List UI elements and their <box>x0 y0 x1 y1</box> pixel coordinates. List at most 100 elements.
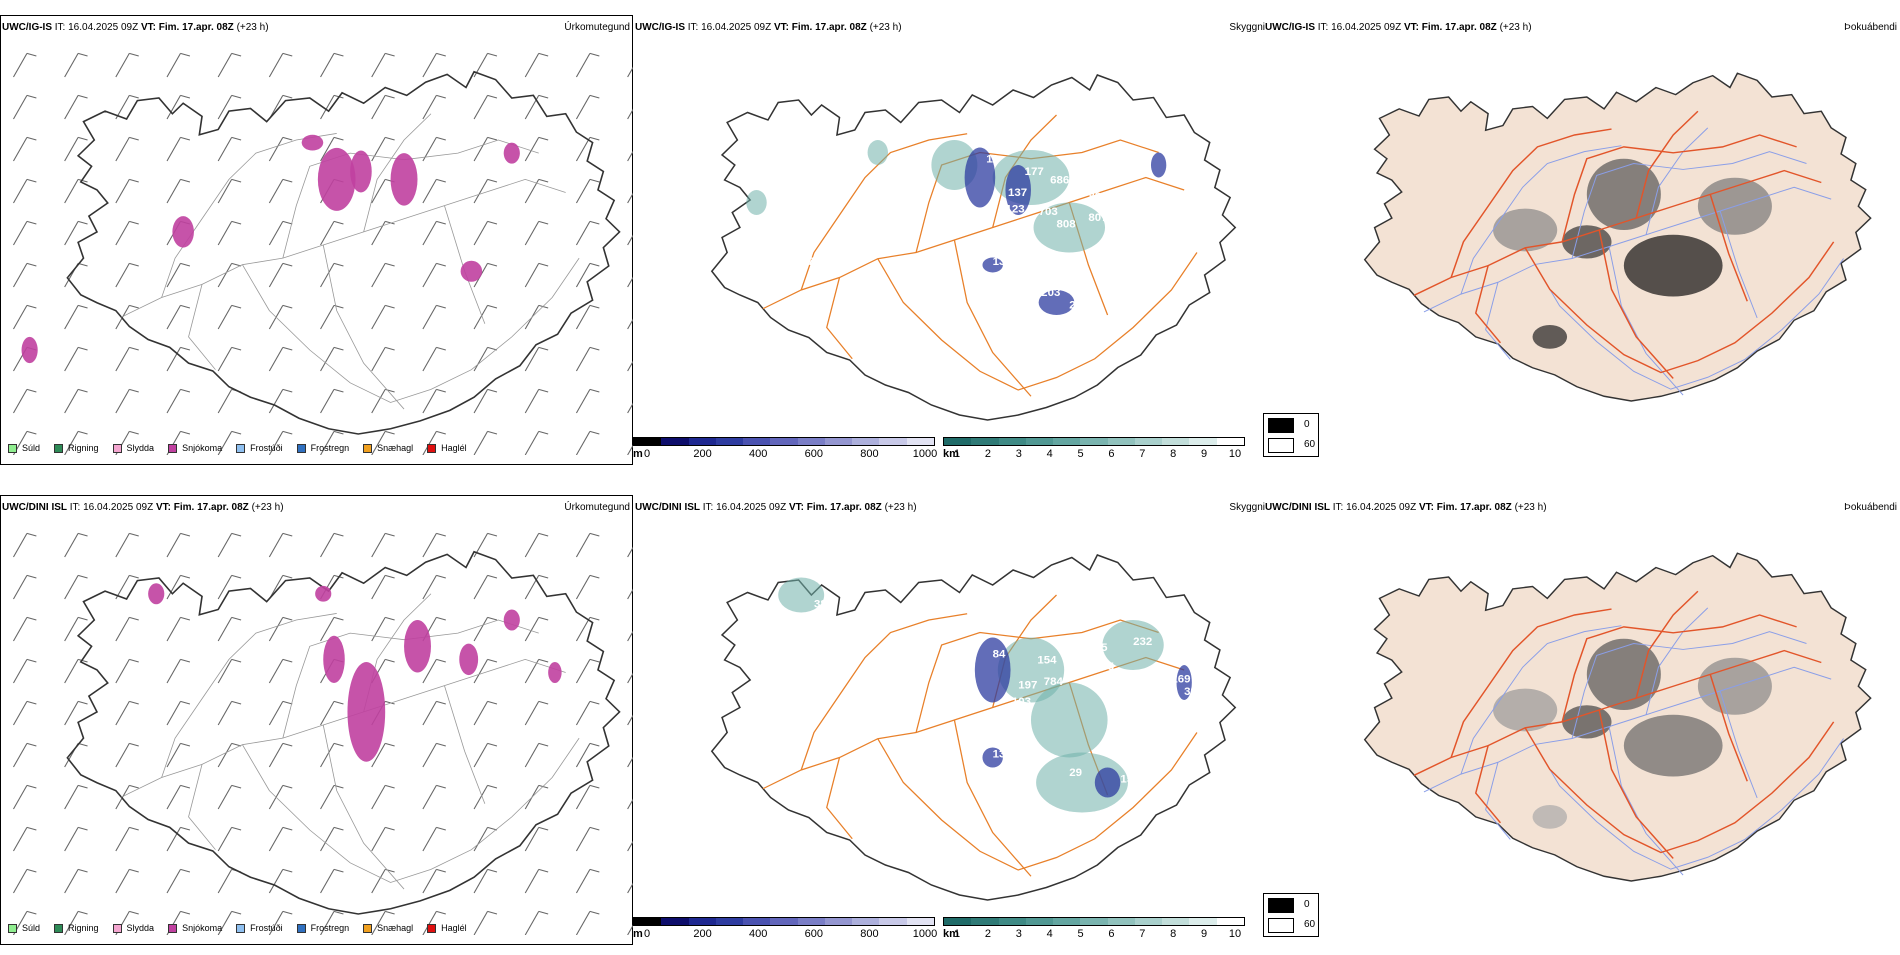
wind-barb <box>627 588 633 600</box>
cloudbase-area <box>964 147 996 208</box>
wind-barb <box>166 532 191 558</box>
wind-barb <box>320 220 344 246</box>
wind-barb <box>64 616 88 642</box>
precip-type-panel: UWC/DINI ISL IT: 16.04.2025 09Z VT: Fim.… <box>0 495 633 945</box>
vt-value: Fim. 17.apr. 08Z <box>806 502 882 513</box>
cloudbase-area <box>1005 165 1031 215</box>
road-line <box>282 619 539 739</box>
iceland-coastline <box>1363 552 1872 882</box>
colorbar-segment <box>824 438 853 445</box>
road-line <box>877 732 1198 871</box>
wind-barb <box>115 346 139 372</box>
wind-barb <box>422 388 446 414</box>
road-line <box>1635 110 1699 219</box>
wind-barb <box>422 532 446 558</box>
legend-item: Snjókoma <box>168 923 222 933</box>
precip-map <box>12 52 633 455</box>
wind-barb <box>12 136 37 162</box>
colorbar-segment <box>1025 918 1054 925</box>
wind-barb <box>524 574 549 600</box>
wind-barb <box>166 868 191 894</box>
value-label: 807 <box>1088 212 1107 224</box>
wind-barb <box>166 574 191 600</box>
wind-barb <box>627 150 633 162</box>
road-line <box>915 619 1159 733</box>
wind-barb <box>422 784 446 810</box>
tick-label: 400 <box>749 928 768 940</box>
wind-barb <box>115 658 139 684</box>
road-line <box>1709 194 1748 302</box>
visibility-colorbar <box>943 437 1245 446</box>
wind-barb <box>575 430 600 455</box>
wind-barb <box>524 346 549 372</box>
legend-label: Rigning <box>68 443 99 453</box>
wind-barb <box>115 700 139 726</box>
wind-barb <box>320 532 344 558</box>
wind-barb <box>371 868 395 894</box>
wind-barb <box>524 868 549 894</box>
cloudbase-area <box>1176 665 1192 700</box>
wind-barb <box>371 784 395 810</box>
road-line <box>1450 128 1612 278</box>
river-line <box>1460 145 1622 295</box>
tick-label: 3 <box>1015 928 1022 940</box>
colorbar-segment <box>715 438 744 445</box>
legend-item: Haglél <box>427 443 467 453</box>
colorbar-segment <box>852 438 880 445</box>
river-line <box>1719 690 1758 799</box>
road-line <box>188 764 216 850</box>
road-line <box>1598 229 1674 379</box>
fog-legend-label: 60 <box>1304 919 1316 930</box>
tick-label: 200 <box>693 928 712 940</box>
vt-label: VT: <box>1416 502 1437 513</box>
wind-barb <box>217 616 242 642</box>
river-line <box>1460 625 1622 775</box>
height-colorbar-unit: m <box>633 448 643 460</box>
visibility-area <box>778 577 825 613</box>
model-name: UWC/DINI ISL <box>635 502 700 513</box>
river-line <box>1608 246 1684 396</box>
fog-legend-swatch <box>1268 418 1294 433</box>
wind-barb <box>320 262 344 288</box>
value-label: 169 <box>1171 674 1190 686</box>
wind-barb <box>217 700 242 726</box>
road-line <box>826 277 853 360</box>
road-line <box>1598 709 1674 859</box>
river-line <box>1645 127 1709 235</box>
fog-panel: UWC/DINI ISL IT: 16.04.2025 09Z VT: Fim.… <box>1263 495 1898 955</box>
road-line <box>877 252 1198 391</box>
tick-label: 7 <box>1139 928 1146 940</box>
value-label: 128 <box>1146 281 1165 293</box>
tick-label: 7 <box>1139 448 1146 460</box>
legend-label: Snæhagl <box>377 443 414 453</box>
visibility-colorbar-unit: km <box>943 448 959 460</box>
wind-barb <box>217 430 242 455</box>
legend-label: Snjókoma <box>182 443 223 453</box>
product-name: Skyggni <box>1229 22 1265 33</box>
wind-barb <box>115 262 139 288</box>
wind-barb <box>115 826 139 852</box>
cloudbase-area <box>1150 152 1167 178</box>
wind-barb <box>371 220 395 246</box>
fog-area <box>1493 208 1558 252</box>
road-line <box>282 139 539 259</box>
road-line <box>915 139 1159 253</box>
wind-barb <box>115 616 139 642</box>
product-name: Þokuábendi <box>1844 502 1897 513</box>
wind-barb <box>320 700 344 726</box>
iceland-coastline <box>66 70 621 435</box>
colorbar-segment <box>1189 918 1217 925</box>
value-label: 154 <box>1037 655 1057 667</box>
wind-barb <box>422 910 446 935</box>
wind-barb <box>268 700 293 726</box>
wind-barb <box>473 826 498 852</box>
visibility-area <box>1102 620 1164 670</box>
vt-label: VT: <box>786 502 807 513</box>
river-line <box>1719 210 1758 319</box>
lead-time: (+23 h) <box>233 22 269 33</box>
tick-label: 800 <box>860 928 879 940</box>
road-line <box>1413 169 1822 296</box>
colorbar-segment <box>743 918 771 925</box>
lead-time: (+23 h) <box>248 502 284 513</box>
road-line <box>161 133 337 298</box>
